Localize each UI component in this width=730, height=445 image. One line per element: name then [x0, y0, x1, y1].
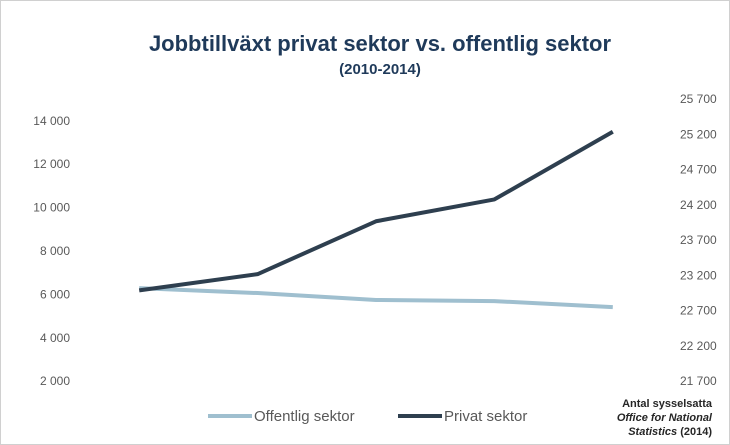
- y-tick-label: 4 000: [40, 331, 70, 345]
- y2-tick-label: 23 200: [680, 268, 717, 282]
- chart-title: Jobbtillväxt privat sektor vs. offentlig…: [149, 31, 612, 56]
- chart-subtitle: (2010-2014): [339, 61, 421, 78]
- y2-tick-label: 24 700: [680, 163, 717, 177]
- note: Statistics: [628, 426, 677, 438]
- y-tick-label: 8 000: [40, 244, 70, 258]
- y2-tick-label: 23 700: [680, 233, 717, 247]
- y-tick-label: 12 000: [33, 157, 70, 171]
- y-tick-label: 2 000: [40, 374, 70, 388]
- note: Office for National: [617, 412, 713, 424]
- y2-tick-label: 22 200: [680, 339, 717, 353]
- series-line: [139, 286, 613, 310]
- note: (2014): [680, 426, 712, 438]
- y-tick-label: 14 000: [33, 114, 70, 128]
- legend-label: Privat sektor: [444, 408, 527, 425]
- y2-tick-label: 25 200: [680, 127, 717, 141]
- legend-label: Offentlig sektor: [254, 408, 355, 425]
- y2-tick-label: 22 700: [680, 304, 717, 318]
- y2-tick-label: 21 700: [680, 374, 717, 388]
- series-line: [138, 129, 614, 293]
- y-tick-label: 6 000: [40, 287, 70, 301]
- y2-tick-label: 24 200: [680, 198, 717, 212]
- note: Statistics (2014): [628, 426, 712, 438]
- note: Antal sysselsatta: [622, 398, 713, 410]
- y2-tick-label: 25 700: [680, 92, 717, 106]
- y-tick-label: 10 000: [33, 201, 70, 215]
